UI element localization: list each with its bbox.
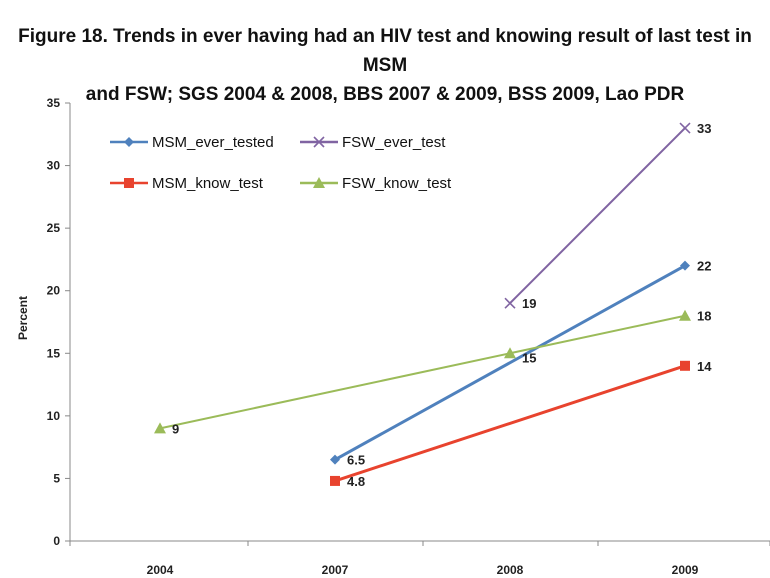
data-label-fsw-ever-test: 19: [522, 296, 536, 311]
axes: 0 5 10 15 20 25 30 35 2004 2007 2008 2009: [47, 96, 770, 577]
y-tick-label: 20: [47, 284, 61, 298]
point-msm-know-test: [680, 360, 690, 371]
series-line-fsw-ever-test: [509, 127, 686, 304]
x-tick-label: 2009: [672, 563, 699, 577]
series-lines: [159, 127, 686, 483]
legend-swatch-marker: [313, 136, 325, 148]
data-label-fsw-ever-test: 33: [697, 121, 711, 136]
series-line-msm-ever-tested: [334, 264, 686, 461]
chart-title-line2: and FSW; SGS 2004 & 2008, BBS 2007 & 200…: [85, 84, 685, 105]
chart-title: Figure 18. Trends in ever having had an …: [0, 22, 770, 109]
legend-label: FSW_know_test: [342, 175, 452, 192]
x-tick-label: 2004: [147, 563, 174, 577]
legend-swatch-marker: [124, 137, 134, 147]
y-tick-label: 15: [47, 346, 61, 360]
point-fsw-ever-test: [504, 297, 516, 309]
legend-label: MSM_know_test: [152, 175, 264, 192]
legend-swatch-marker: [313, 177, 325, 188]
point-fsw-know-test: [504, 347, 516, 359]
data-label-msm-ever-tested: 6.5: [347, 453, 365, 468]
y-tick-label: 35: [47, 96, 61, 110]
chart-title-line1: Figure 18. Trends in ever having had an …: [18, 26, 752, 76]
legend-label: FSW_ever_test: [342, 134, 446, 151]
y-tick-label: 10: [47, 409, 61, 423]
point-fsw-ever-test: [679, 122, 691, 134]
legend-item-fsw-know-test: FSW_know_test: [300, 175, 452, 192]
series-line-msm-know-test: [334, 364, 686, 483]
y-tick-label: 5: [53, 471, 60, 485]
point-fsw-ever-test-stroke: [679, 122, 691, 134]
data-label-msm-know-test: 4.8: [347, 474, 365, 489]
point-msm-know-test: [330, 475, 340, 486]
x-tick-label: 2008: [497, 563, 524, 577]
data-label-fsw-know-test: 9: [172, 421, 179, 436]
y-tick-label: 30: [47, 159, 61, 173]
legend-swatch-marker: [124, 178, 134, 188]
data-label-msm-ever-tested: 22: [697, 259, 711, 274]
y-axis-label: Percent: [16, 296, 30, 340]
point-fsw-ever-test-stroke: [504, 297, 516, 309]
series-markers: [154, 122, 691, 486]
point-msm-ever-tested: [680, 260, 690, 271]
data-label-msm-know-test: 14: [697, 359, 712, 374]
legend-label: MSM_ever_tested: [152, 134, 274, 151]
legend: MSM_ever_tested FSW_ever_test MSM_know_tes…: [110, 134, 452, 192]
legend-swatch-marker-stroke: [313, 136, 325, 148]
point-fsw-know-test: [679, 309, 691, 321]
legend-item-msm-ever-tested: MSM_ever_tested: [110, 134, 274, 151]
legend-item-msm-know-test: MSM_know_test: [110, 175, 264, 192]
y-tick-label: 25: [47, 221, 61, 235]
point-msm-ever-tested: [330, 454, 340, 465]
x-tick-label: 2007: [322, 563, 349, 577]
y-tick-label: 0: [53, 534, 60, 548]
data-label-fsw-know-test: 15: [522, 350, 536, 365]
data-label-fsw-know-test: 18: [697, 309, 711, 324]
legend-item-fsw-ever-test: FSW_ever_test: [300, 134, 446, 151]
data-labels: 6.5 22 19 33 4.8 14 9 15 18: [172, 121, 712, 489]
point-fsw-know-test: [154, 422, 166, 434]
